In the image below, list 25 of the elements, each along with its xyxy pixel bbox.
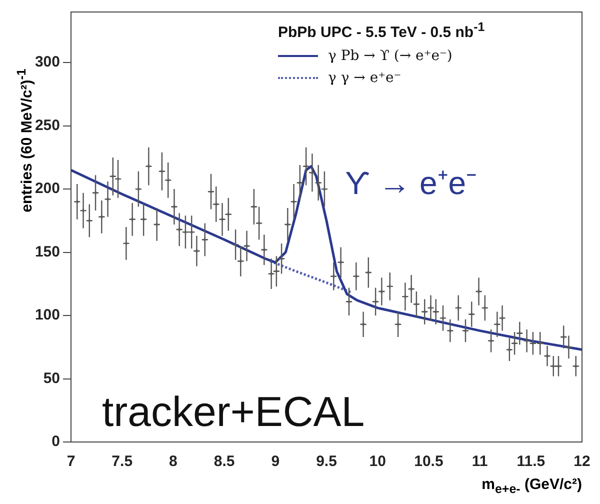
x-tick-label: 9: [271, 453, 280, 470]
y-tick-label: 150: [34, 243, 60, 260]
line-series: [269, 260, 354, 294]
y-tick-label: 300: [34, 54, 60, 71]
legend-label: γ Pb → ϒ (→ e⁺e⁻): [328, 48, 452, 64]
legend-label: γ γ → e⁺e⁻: [328, 70, 402, 86]
x-tick-label: 8.5: [214, 453, 235, 470]
y-tick-label: 100: [34, 306, 60, 324]
x-tick-label: 7.5: [112, 453, 133, 470]
x-tick-label: 10.5: [414, 453, 444, 470]
y-tick-label: 50: [43, 370, 60, 387]
x-tick-label: 9.5: [316, 453, 337, 470]
x-axis-title: m$_{e+e-}$ (GeV/c²): [482, 476, 582, 496]
x-tick-label: 10: [369, 453, 386, 470]
x-tick-label: 7: [66, 453, 76, 470]
y-tick-label: 250: [34, 116, 60, 134]
x-tick-label: 11.5: [516, 453, 546, 470]
annotation: tracker+ECAL: [102, 388, 365, 436]
x-tick-label: 12: [574, 453, 590, 470]
y-tick-label: 0: [52, 433, 60, 450]
x-tick-label: 11: [472, 453, 488, 470]
legend-title: PbPb UPC - 5.5 TeV - 0.5 nb$^{-1}$: [278, 20, 485, 41]
y-tick-label: 200: [34, 180, 60, 198]
x-tick-label: 8: [169, 453, 178, 470]
annotation: ϒ → e⁺e⁻: [345, 164, 478, 203]
